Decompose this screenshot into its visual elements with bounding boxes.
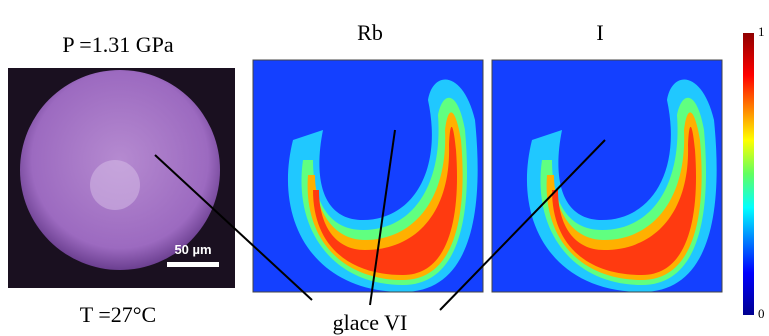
pointer <box>369 129 396 306</box>
colorbar-max: 1 <box>758 24 765 39</box>
pointer-lines <box>154 129 606 311</box>
annotation: glace VI <box>333 310 408 335</box>
pointer <box>439 139 606 311</box>
map-title: Rb <box>357 20 383 45</box>
pointer <box>154 154 313 301</box>
pressure-label: P =1.31 GPa <box>62 32 173 57</box>
i-map <box>491 59 723 293</box>
map-title: I <box>596 20 603 45</box>
colorbar <box>743 33 754 315</box>
colorbar-min: 0 <box>758 306 765 321</box>
rb-map <box>252 59 484 293</box>
temperature-label: T =27°C <box>80 302 156 327</box>
crystal <box>90 160 140 210</box>
scale-label: 50 µm <box>174 242 211 257</box>
scale-bar <box>167 262 219 267</box>
